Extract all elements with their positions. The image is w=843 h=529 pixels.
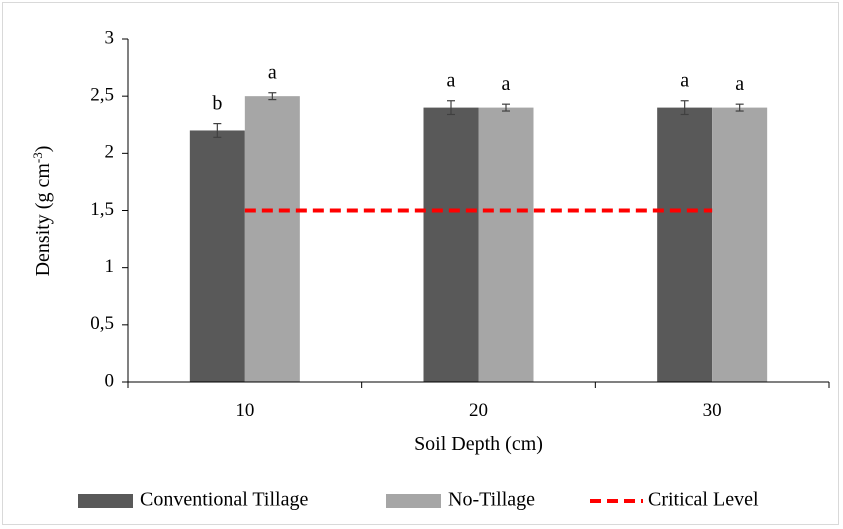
bar <box>423 107 479 382</box>
legend-swatch-no-tillage <box>386 494 441 508</box>
y-axis-title-close: ) <box>32 146 54 153</box>
y-axis-title-superscript: -3 <box>30 152 45 163</box>
legend-label-no-tillage: No-Tillage <box>448 489 535 511</box>
x-axis: 10 20 30 <box>127 381 830 421</box>
x-axis-title: Soil Depth (cm) <box>414 433 543 455</box>
significance-label: a <box>268 62 277 84</box>
y-tick-label: 1 <box>105 256 115 277</box>
y-tick-label: 3 <box>105 27 115 48</box>
y-axis-title-main: Density (g cm <box>32 163 54 277</box>
legend-label-conventional-tillage: Conventional Tillage <box>140 489 308 511</box>
y-axis-title-text: Density (g cm-3) <box>30 146 54 277</box>
bar <box>189 130 245 382</box>
y-tick-label: 2 <box>105 142 115 163</box>
bar <box>478 107 534 382</box>
legend: Conventional Tillage No-Tillage Critical L… <box>78 489 759 511</box>
bar <box>657 107 713 382</box>
y-tick-label: 0,5 <box>90 313 114 334</box>
y-tick-label: 2,5 <box>90 85 114 106</box>
significance-label: a <box>502 73 511 95</box>
legend-label-critical-level: Critical Level <box>648 489 759 511</box>
legend-swatch-conventional-tillage <box>78 494 133 508</box>
significance-label: a <box>447 70 456 92</box>
x-tick-label: 10 <box>235 400 254 421</box>
y-axis-title: Density (g cm-3) <box>30 146 54 277</box>
significance-label: a <box>680 70 689 92</box>
density-bar-chart: Density (g cm-3) 0 0,5 1 1,5 2 2,5 3 b a a a a a 10… <box>30 27 830 511</box>
x-tick-label: 30 <box>703 400 722 421</box>
y-tick-label: 1,5 <box>90 199 114 220</box>
significance-label: b <box>212 93 222 115</box>
y-axis: 0 0,5 1 1,5 2 2,5 3 <box>90 27 129 391</box>
bar <box>244 96 300 383</box>
bar <box>712 107 768 382</box>
significance-label: a <box>735 73 744 95</box>
bars: b a a a a a <box>189 62 768 383</box>
x-tick-label: 20 <box>469 400 488 421</box>
y-tick-label: 0 <box>105 370 115 391</box>
